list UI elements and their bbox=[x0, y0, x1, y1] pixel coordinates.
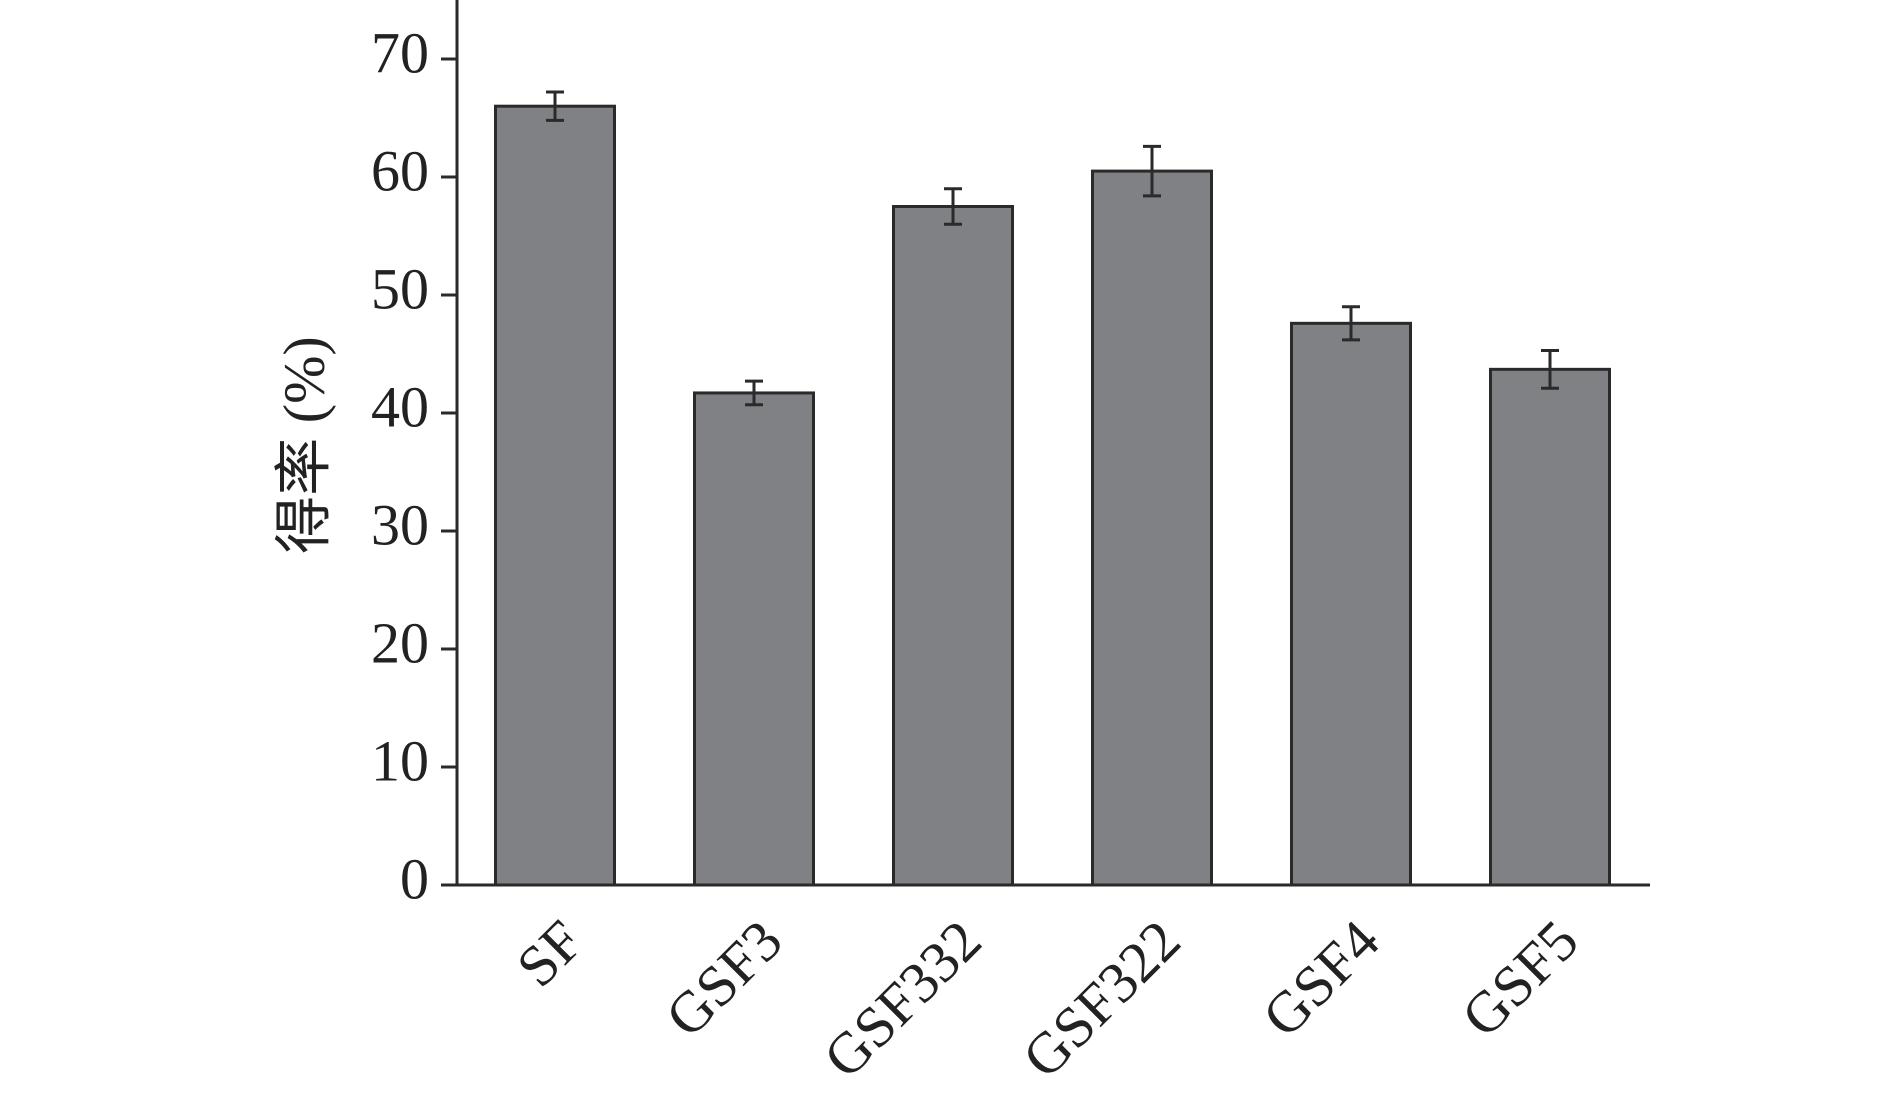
bar bbox=[1290, 321, 1412, 887]
bar bbox=[1091, 169, 1213, 887]
error-bar bbox=[745, 379, 763, 407]
x-tick-label: GSF5 bbox=[1449, 908, 1591, 1050]
x-tick-label: SF bbox=[504, 908, 596, 1000]
x-tick-label: GSF332 bbox=[811, 908, 994, 1091]
y-tick-label: 10 bbox=[371, 728, 429, 793]
y-axis-label: 得率 (%) bbox=[271, 336, 336, 553]
y-tick-label: 70 bbox=[371, 20, 429, 85]
y-tick-label: 60 bbox=[371, 138, 429, 203]
error-bar bbox=[944, 187, 962, 226]
error-bar bbox=[1541, 348, 1559, 390]
y-tick-label: 30 bbox=[371, 492, 429, 557]
x-tick-label: GSF322 bbox=[1010, 908, 1193, 1091]
error-bar bbox=[1342, 305, 1360, 342]
x-tick-label: GSF3 bbox=[653, 908, 795, 1050]
error-bar bbox=[546, 90, 564, 122]
bar bbox=[494, 104, 616, 887]
bar bbox=[693, 391, 815, 887]
x-tick-label: GSF4 bbox=[1250, 908, 1392, 1050]
y-tick-label: 50 bbox=[371, 256, 429, 321]
bar bbox=[892, 205, 1014, 887]
y-tick-label: 40 bbox=[371, 374, 429, 439]
error-bar bbox=[1143, 144, 1161, 198]
y-tick-label: 0 bbox=[400, 846, 429, 911]
bar bbox=[1489, 367, 1611, 887]
y-tick-label: 20 bbox=[371, 610, 429, 675]
